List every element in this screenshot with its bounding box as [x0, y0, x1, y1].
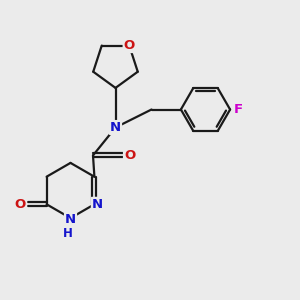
Text: H: H — [63, 227, 73, 240]
Text: O: O — [124, 149, 135, 162]
Text: N: N — [110, 121, 121, 134]
Text: O: O — [15, 198, 26, 211]
Text: O: O — [124, 39, 135, 52]
Text: N: N — [65, 213, 76, 226]
Text: N: N — [92, 198, 103, 211]
Text: F: F — [234, 103, 243, 116]
